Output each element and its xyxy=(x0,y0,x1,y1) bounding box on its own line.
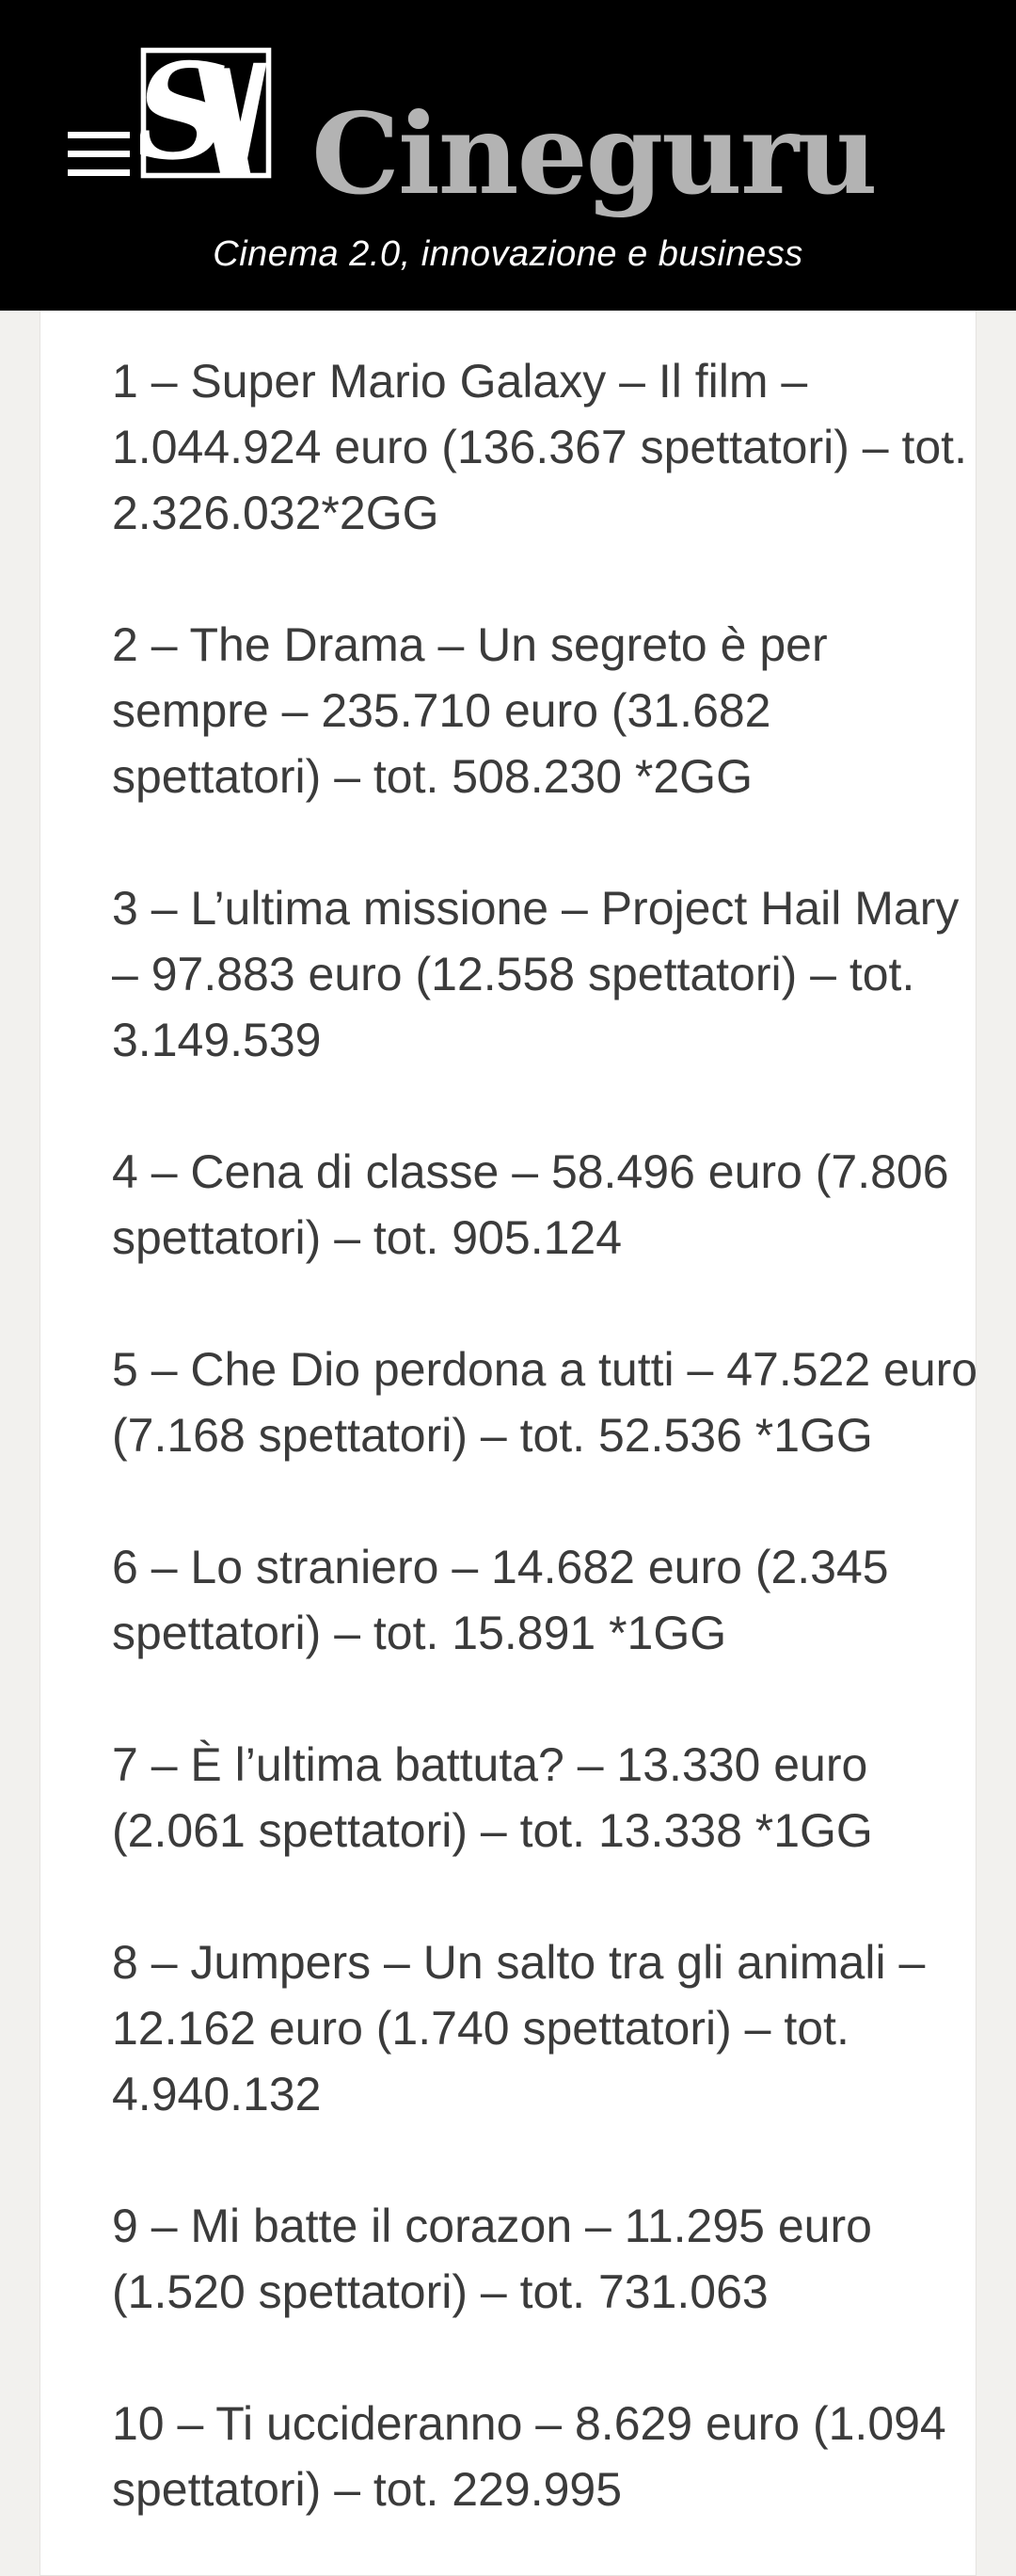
list-item-line: spettatori) – tot. 229.995 xyxy=(112,2463,623,2516)
list-item-line: 8 – Jumpers – Un salto tra gli animali – xyxy=(112,1936,926,1989)
list-item-line: spettatori) – tot. 508.230 *2GG xyxy=(112,750,753,803)
list-item: 1 – Super Mario Galaxy – Il film – 1.044.… xyxy=(112,348,967,546)
list-item-line: 6 – Lo straniero – 14.682 euro (2.345 xyxy=(112,1541,889,1593)
boxoffice-list: 1 – Super Mario Galaxy – Il film – 1.044.… xyxy=(112,348,978,2522)
list-item-line: spettatori) – tot. 905.124 xyxy=(112,1211,623,1264)
hamburger-icon xyxy=(68,132,130,138)
list-item-line: 10 – Ti uccideranno – 8.629 euro (1.094 xyxy=(112,2397,946,2450)
list-item-line: 4 – Cena di classe – 58.496 euro (7.806 xyxy=(112,1145,949,1198)
site-header: S Cineguru Cinema 2.0, innovazione e bus… xyxy=(0,0,1016,311)
list-item: 3 – L’ultima missione – Project Hail Mar… xyxy=(112,875,960,1073)
list-item-line: spettatori) – tot. 15.891 *1GG xyxy=(112,1607,727,1659)
list-item: 7 – È l’ultima battuta? – 13.330 euro (2.… xyxy=(112,1732,904,1864)
list-item-line: (7.168 spettatori) – tot. 52.536 *1GG xyxy=(112,1409,873,1462)
svg-text:S: S xyxy=(140,47,230,179)
hamburger-icon xyxy=(68,151,130,157)
list-item-line: 3 – L’ultima missione – Project Hail Mar… xyxy=(112,882,960,935)
list-item: 2 – The Drama – Un segreto è per sempre –… xyxy=(112,612,904,809)
site-logo-icon: S xyxy=(140,47,272,179)
list-item-line: 9 – Mi batte il corazon – 11.295 euro xyxy=(112,2200,872,2252)
list-item-line: 12.162 euro (1.740 spettatori) – tot. xyxy=(112,2002,849,2055)
site-tagline: Cinema 2.0, innovazione e business xyxy=(213,234,803,274)
list-item-line: 2.326.032*2GG xyxy=(112,487,439,539)
content-area: 1 – Super Mario Galaxy – Il film – 1.044.… xyxy=(0,311,1016,2576)
list-item: 9 – Mi batte il corazon – 11.295 euro (1.… xyxy=(112,2193,904,2325)
list-item: 5 – Che Dio perdona a tutti – 47.522 eur… xyxy=(112,1336,978,1468)
hamburger-icon xyxy=(68,169,130,176)
list-item-line: sempre – 235.710 euro (31.682 xyxy=(112,684,771,737)
list-item-line: (2.061 spettatori) – tot. 13.338 *1GG xyxy=(112,1804,873,1857)
list-item: 10 – Ti uccideranno – 8.629 euro (1.094 s… xyxy=(112,2391,946,2522)
list-item-line: 1.044.924 euro (136.367 spettatori) – to… xyxy=(112,421,967,473)
list-item-line: – 97.883 euro (12.558 spettatori) – tot. xyxy=(112,948,915,1000)
list-item-line: 1 – Super Mario Galaxy – Il film – xyxy=(112,355,808,408)
site-logo-text: Cineguru xyxy=(311,88,878,219)
list-item: 6 – Lo straniero – 14.682 euro (2.345 spe… xyxy=(112,1534,904,1666)
menu-button[interactable] xyxy=(68,132,130,176)
site-logo-link[interactable]: S Cineguru xyxy=(0,0,1016,209)
list-item: 4 – Cena di classe – 58.496 euro (7.806 s… xyxy=(112,1139,949,1271)
list-item-line: 4.940.132 xyxy=(112,2068,322,2120)
list-item: 8 – Jumpers – Un salto tra gli animali –… xyxy=(112,1929,926,2127)
content-card: 1 – Super Mario Galaxy – Il film – 1.044.… xyxy=(40,311,978,2576)
list-item-line: 2 – The Drama – Un segreto è per xyxy=(112,618,828,671)
list-item-line: 7 – È l’ultima battuta? – 13.330 euro xyxy=(112,1738,868,1791)
list-item-line: 3.149.539 xyxy=(112,1014,322,1066)
list-item-line: (1.520 spettatori) – tot. 731.063 xyxy=(112,2265,769,2318)
list-item-line: 5 – Che Dio perdona a tutti – 47.522 eur… xyxy=(112,1343,978,1396)
